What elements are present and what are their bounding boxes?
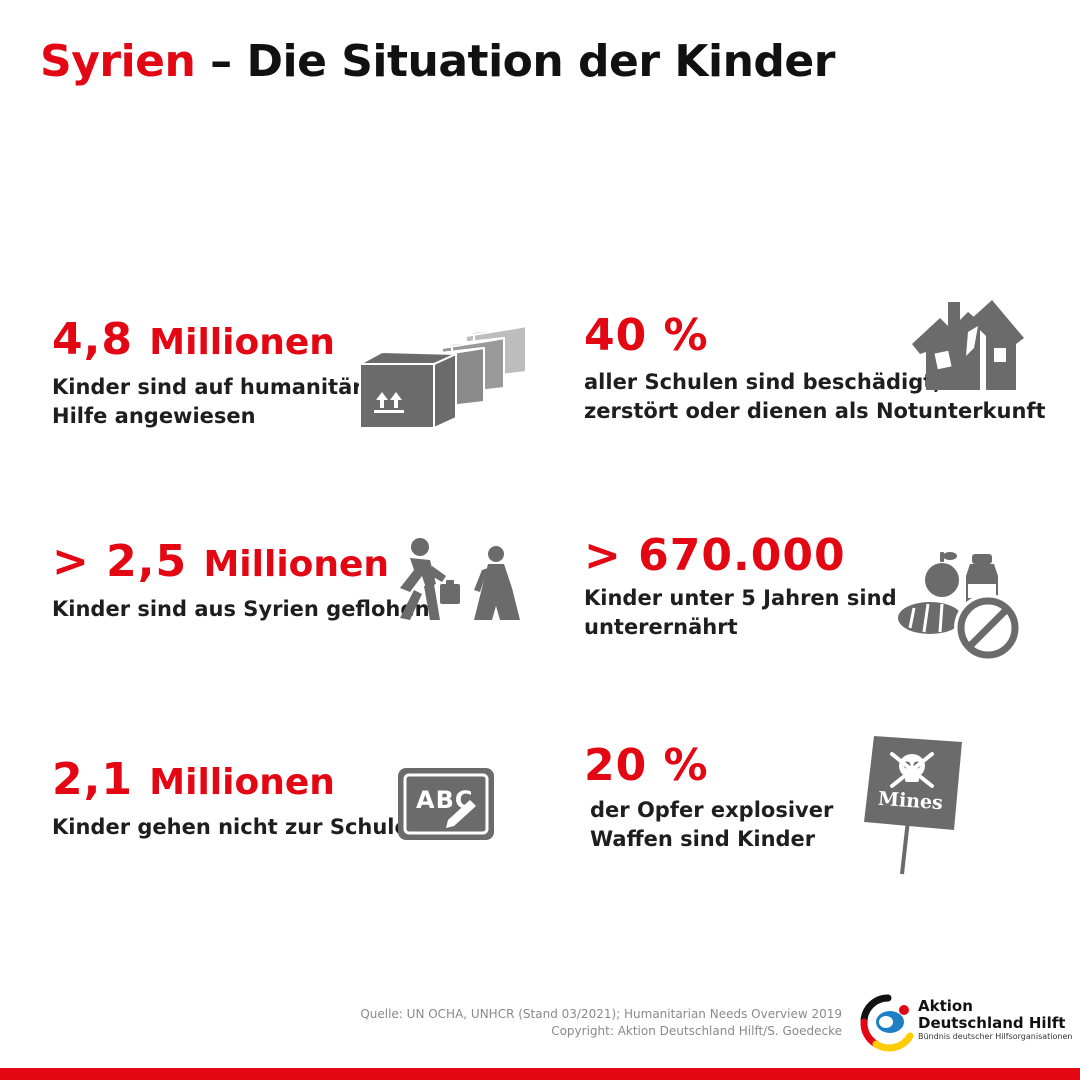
logo-mark-icon <box>860 994 914 1052</box>
stat-number: 40 % <box>584 310 709 361</box>
damaged-house-icon <box>912 300 1024 390</box>
sign-shape <box>864 736 962 875</box>
stat-number: > 2,5 Millionen <box>52 536 390 587</box>
source-note: Quelle: UN OCHA, UNHCR (Stand 03/2021); … <box>360 1007 842 1038</box>
organization-logo: Aktion Deutschland Hilft Bündnis deutsch… <box>858 992 1072 1054</box>
title-highlight: Syrien <box>40 36 196 87</box>
aid-boxes-icon <box>359 324 527 430</box>
sign-text: Mines <box>877 787 944 815</box>
no-food-icon <box>898 552 1022 662</box>
stat-schools: 40 % aller Schulen sind beschädigt, zers… <box>584 312 1046 426</box>
chalkboard-abc-icon: ABC <box>398 768 494 840</box>
bottom-accent-bar <box>0 1068 1080 1080</box>
landmine-sign-icon: Mines <box>862 732 966 876</box>
stat-description: Kinder sind aus Syrien geflohen <box>52 597 430 621</box>
stat-number: > 670.000 <box>584 530 846 581</box>
chalkboard-text: ABC <box>416 786 474 814</box>
fleeing-people-icon <box>400 538 520 620</box>
stat-description: Kinder unter 5 Jahren sind unterernährt <box>584 586 897 639</box>
page-title: Syrien – Die Situation der Kinder <box>40 36 835 87</box>
stat-number: 2,1 Millionen <box>52 754 335 805</box>
stat-number: 4,8 Millionen <box>52 314 335 365</box>
stat-number: 20 % <box>584 740 709 791</box>
stat-refugees: > 2,5 Millionen Kinder sind aus Syrien g… <box>52 538 430 624</box>
chalkboard-shape <box>398 768 494 840</box>
logo-text: Aktion Deutschland Hilft Bündnis deutsch… <box>918 997 1073 1042</box>
title-rest: – Die Situation der Kinder <box>195 36 835 87</box>
stat-explosive-victims: 20 % der Opfer explosiver Waffen sind Ki… <box>584 742 833 854</box>
stat-no-school: 2,1 Millionen Kinder gehen nicht zur Sch… <box>52 756 409 842</box>
stat-description: Kinder gehen nicht zur Schule <box>52 815 409 839</box>
stat-description: aller Schulen sind beschädigt, zerstört … <box>584 370 1046 423</box>
stat-description: der Opfer explosiver Waffen sind Kinder <box>590 798 834 851</box>
stat-children-humanitarian: 4,8 Millionen Kinder sind auf humanitäre… <box>52 316 377 431</box>
stat-malnourished: > 670.000 Kinder unter 5 Jahren sind unt… <box>584 532 897 642</box>
stat-description: Kinder sind auf humanitäre Hilfe angewie… <box>52 375 377 428</box>
